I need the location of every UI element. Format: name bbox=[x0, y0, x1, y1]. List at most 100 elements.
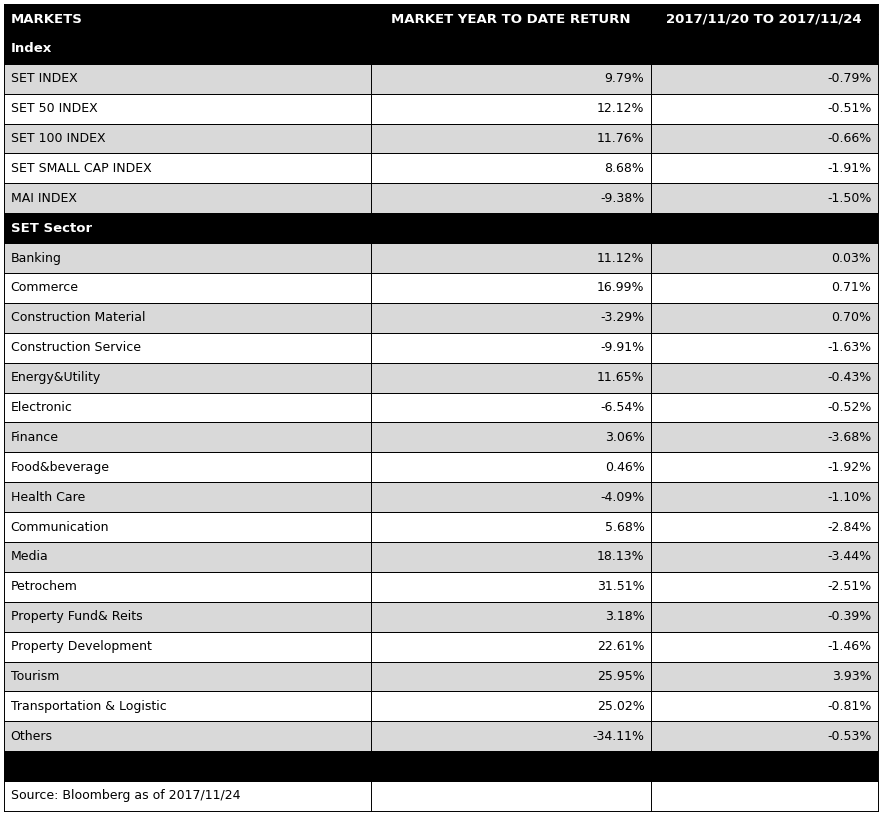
Text: Index: Index bbox=[11, 42, 52, 55]
Bar bbox=[4, 601, 371, 632]
Text: -34.11%: -34.11% bbox=[593, 729, 645, 742]
Text: -3.29%: -3.29% bbox=[601, 311, 645, 324]
Bar bbox=[371, 572, 651, 601]
Text: Electronic: Electronic bbox=[11, 401, 72, 414]
Bar bbox=[4, 512, 371, 542]
Bar bbox=[4, 781, 878, 811]
Bar bbox=[4, 4, 878, 34]
Text: -1.63%: -1.63% bbox=[827, 341, 871, 355]
Bar bbox=[651, 333, 878, 363]
Text: Commerce: Commerce bbox=[11, 281, 78, 294]
Text: 25.02%: 25.02% bbox=[596, 700, 645, 713]
Bar bbox=[371, 662, 651, 691]
Text: -0.43%: -0.43% bbox=[827, 371, 871, 384]
Text: Others: Others bbox=[11, 729, 53, 742]
Bar bbox=[371, 601, 651, 632]
Text: -6.54%: -6.54% bbox=[600, 401, 645, 414]
Bar bbox=[371, 422, 651, 452]
Bar bbox=[651, 273, 878, 303]
Bar bbox=[4, 214, 878, 243]
Bar bbox=[371, 482, 651, 512]
Bar bbox=[4, 153, 371, 183]
Text: -0.81%: -0.81% bbox=[827, 700, 871, 713]
Bar bbox=[4, 632, 371, 662]
Text: SET 50 INDEX: SET 50 INDEX bbox=[11, 102, 97, 115]
Bar bbox=[651, 153, 878, 183]
Text: -2.84%: -2.84% bbox=[827, 521, 871, 534]
Text: 11.76%: 11.76% bbox=[597, 132, 645, 145]
Bar bbox=[371, 94, 651, 124]
Bar bbox=[651, 691, 878, 721]
Bar bbox=[4, 273, 371, 303]
Bar bbox=[4, 333, 371, 363]
Text: 3.06%: 3.06% bbox=[605, 431, 645, 444]
Bar bbox=[651, 64, 878, 94]
Bar bbox=[4, 393, 371, 422]
Bar bbox=[371, 183, 651, 214]
Text: Petrochem: Petrochem bbox=[11, 580, 78, 593]
Text: Banking: Banking bbox=[11, 252, 62, 265]
Text: 0.70%: 0.70% bbox=[832, 311, 871, 324]
Text: -0.66%: -0.66% bbox=[827, 132, 871, 145]
Bar bbox=[371, 243, 651, 273]
Bar bbox=[4, 243, 371, 273]
Bar bbox=[371, 64, 651, 94]
Bar bbox=[4, 422, 371, 452]
Text: -0.53%: -0.53% bbox=[827, 729, 871, 742]
Text: -0.79%: -0.79% bbox=[827, 73, 871, 86]
Bar bbox=[651, 94, 878, 124]
Bar bbox=[651, 632, 878, 662]
Text: -4.09%: -4.09% bbox=[600, 491, 645, 504]
Text: -1.46%: -1.46% bbox=[827, 640, 871, 653]
Text: 5.68%: 5.68% bbox=[604, 521, 645, 534]
Text: 2017/11/20 TO 2017/11/24: 2017/11/20 TO 2017/11/24 bbox=[666, 12, 862, 25]
Text: 8.68%: 8.68% bbox=[604, 162, 645, 175]
Bar bbox=[4, 691, 371, 721]
Text: 12.12%: 12.12% bbox=[597, 102, 645, 115]
Bar bbox=[4, 721, 371, 751]
Text: Transportation & Logistic: Transportation & Logistic bbox=[11, 700, 167, 713]
Bar bbox=[4, 303, 371, 333]
Bar bbox=[4, 64, 371, 94]
Bar bbox=[371, 124, 651, 153]
Bar bbox=[651, 303, 878, 333]
Bar bbox=[4, 183, 371, 214]
Bar bbox=[651, 422, 878, 452]
Text: -3.44%: -3.44% bbox=[827, 550, 871, 563]
Bar bbox=[651, 721, 878, 751]
Text: Communication: Communication bbox=[11, 521, 109, 534]
Text: Finance: Finance bbox=[11, 431, 58, 444]
Text: 18.13%: 18.13% bbox=[597, 550, 645, 563]
Text: SET 100 INDEX: SET 100 INDEX bbox=[11, 132, 105, 145]
Text: 22.61%: 22.61% bbox=[597, 640, 645, 653]
Bar bbox=[4, 662, 371, 691]
Bar bbox=[651, 542, 878, 572]
Text: Energy&Utility: Energy&Utility bbox=[11, 371, 101, 384]
Text: 31.51%: 31.51% bbox=[597, 580, 645, 593]
Text: 16.99%: 16.99% bbox=[597, 281, 645, 294]
Bar bbox=[651, 183, 878, 214]
Bar bbox=[371, 273, 651, 303]
Bar bbox=[371, 393, 651, 422]
Bar bbox=[4, 452, 371, 482]
Bar bbox=[371, 363, 651, 393]
Bar bbox=[651, 482, 878, 512]
Bar bbox=[371, 512, 651, 542]
Text: 0.46%: 0.46% bbox=[605, 460, 645, 474]
Bar bbox=[651, 601, 878, 632]
Text: SET SMALL CAP INDEX: SET SMALL CAP INDEX bbox=[11, 162, 152, 175]
Bar bbox=[371, 632, 651, 662]
Bar bbox=[371, 153, 651, 183]
Text: 11.65%: 11.65% bbox=[597, 371, 645, 384]
Text: 0.71%: 0.71% bbox=[832, 281, 871, 294]
Bar bbox=[4, 94, 371, 124]
Bar bbox=[651, 662, 878, 691]
Bar bbox=[651, 512, 878, 542]
Bar bbox=[651, 363, 878, 393]
Text: -0.51%: -0.51% bbox=[827, 102, 871, 115]
Text: MAI INDEX: MAI INDEX bbox=[11, 192, 77, 205]
Bar bbox=[371, 721, 651, 751]
Text: Tourism: Tourism bbox=[11, 670, 59, 683]
Text: -1.92%: -1.92% bbox=[827, 460, 871, 474]
Bar bbox=[4, 34, 878, 64]
